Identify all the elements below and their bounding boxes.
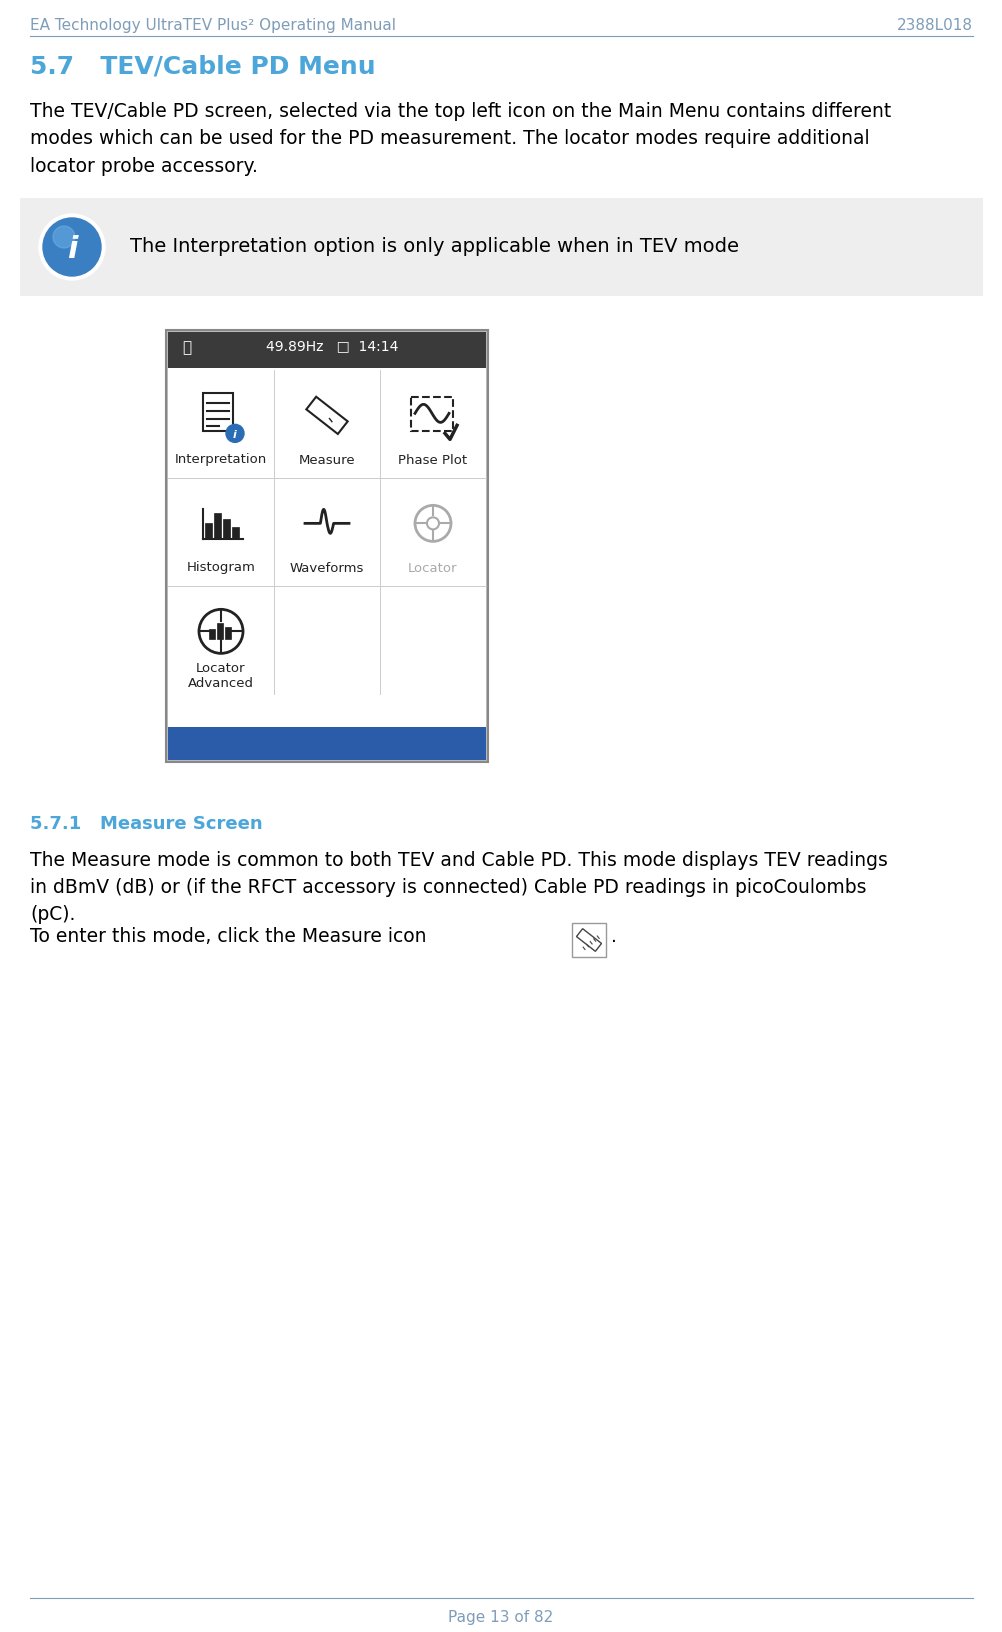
Text: ⎃: ⎃ <box>181 339 191 356</box>
Bar <box>166 330 488 762</box>
Circle shape <box>53 225 75 248</box>
Text: Measure: Measure <box>299 454 355 467</box>
Text: The Measure mode is common to both TEV and Cable PD. This mode displays TEV read: The Measure mode is common to both TEV a… <box>30 850 887 924</box>
Text: i: i <box>232 431 236 441</box>
Text: .: . <box>610 927 616 947</box>
Bar <box>204 524 211 539</box>
Text: Interpretation: Interpretation <box>174 454 267 467</box>
Text: Locator: Locator <box>408 561 457 574</box>
Bar <box>571 924 605 956</box>
Text: 49.89Hz   □  14:14: 49.89Hz □ 14:14 <box>266 339 398 353</box>
Polygon shape <box>576 929 601 951</box>
Bar <box>231 527 238 539</box>
Bar <box>167 331 486 367</box>
Bar <box>411 397 453 431</box>
Text: 5.7   TEV/Cable PD Menu: 5.7 TEV/Cable PD Menu <box>30 55 376 78</box>
Text: 2388L018: 2388L018 <box>896 18 972 33</box>
Text: Phase Plot: Phase Plot <box>398 454 467 467</box>
Text: Locator
Advanced: Locator Advanced <box>187 663 254 690</box>
FancyBboxPatch shape <box>20 197 982 295</box>
Bar <box>216 623 222 640</box>
Bar <box>167 726 486 761</box>
Bar <box>208 630 214 640</box>
Text: The Interpretation option is only applicable when in TEV mode: The Interpretation option is only applic… <box>130 238 738 256</box>
Text: i: i <box>67 235 77 264</box>
Text: The TEV/Cable PD screen, selected via the top left icon on the Main Menu contain: The TEV/Cable PD screen, selected via th… <box>30 101 891 176</box>
Bar <box>224 627 230 640</box>
Text: 5.7.1   Measure Screen: 5.7.1 Measure Screen <box>30 814 263 832</box>
Text: EA Technology UltraTEV Plus² Operating Manual: EA Technology UltraTEV Plus² Operating M… <box>30 18 396 33</box>
Circle shape <box>43 219 101 276</box>
Circle shape <box>225 424 243 442</box>
Text: To enter this mode, click the Measure icon: To enter this mode, click the Measure ic… <box>30 927 426 947</box>
Text: Waveforms: Waveforms <box>290 561 364 574</box>
Polygon shape <box>306 397 348 434</box>
Text: Page 13 of 82: Page 13 of 82 <box>448 1611 553 1625</box>
Circle shape <box>39 214 105 281</box>
Bar <box>167 331 486 761</box>
Bar <box>202 393 232 431</box>
Text: Histogram: Histogram <box>186 561 256 574</box>
Bar <box>222 519 229 539</box>
Bar <box>213 514 220 539</box>
